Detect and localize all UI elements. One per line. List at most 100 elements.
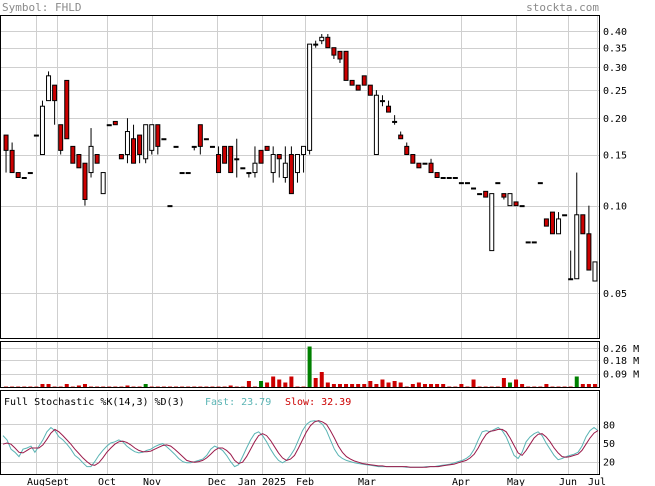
candle-body	[386, 105, 392, 113]
candle-body	[191, 145, 197, 148]
candle-body	[179, 172, 185, 175]
candle	[240, 167, 246, 170]
candle	[313, 40, 319, 48]
volume-bar	[319, 372, 324, 387]
volume-bar	[520, 384, 525, 387]
candle	[525, 241, 531, 244]
candle-body	[234, 158, 240, 161]
candle-body	[543, 218, 549, 227]
candle	[410, 154, 416, 164]
candle-body	[379, 100, 385, 103]
candle	[143, 124, 149, 164]
volume-axis-labels: 0.26 M0.18 M 0.09 M	[603, 344, 639, 381]
volume-bar	[313, 378, 318, 387]
candle	[264, 145, 270, 151]
price-tick-label: 0.10	[603, 202, 627, 213]
volume-bar	[392, 381, 397, 387]
candle	[483, 190, 489, 198]
candle-body	[458, 182, 464, 185]
volume-bar	[410, 384, 415, 387]
candle	[580, 214, 586, 235]
candle-body	[173, 145, 179, 148]
price-tick-label: 0.05	[603, 289, 627, 300]
volume-bar	[277, 379, 282, 387]
candle-body	[100, 172, 106, 195]
candle-body	[76, 154, 82, 169]
candle-body	[185, 172, 191, 175]
volume-bar	[459, 384, 464, 387]
volume-bar	[76, 385, 81, 387]
price-tick-label: 0.15	[603, 151, 627, 162]
month-label: Apr	[452, 477, 470, 486]
candle	[118, 154, 124, 160]
candle	[489, 193, 495, 252]
candle-body	[428, 162, 434, 174]
stochastic-title: Full Stochastic %K(14,3) %D(3)	[4, 397, 185, 408]
candle	[106, 124, 112, 127]
candle	[112, 120, 118, 126]
candle	[185, 172, 191, 175]
candle-body	[464, 182, 470, 185]
volume-bar	[331, 384, 336, 387]
candle-body	[106, 124, 112, 127]
candle-body	[161, 138, 167, 141]
candle	[507, 193, 513, 207]
candle	[398, 131, 404, 140]
candle	[549, 211, 555, 235]
candle	[531, 241, 537, 244]
candle	[252, 146, 258, 178]
candle	[94, 154, 100, 164]
volume-tick-label: 0.09 M	[603, 370, 639, 381]
stochastic-tick-label: 80	[603, 420, 615, 431]
month-label: Jul	[588, 477, 606, 486]
volume-bar	[441, 384, 446, 387]
price-tick-label: 0.30	[603, 63, 627, 74]
month-label: Oct	[98, 477, 116, 486]
candle-body	[495, 182, 501, 185]
candle-body	[9, 149, 15, 174]
candle-body	[307, 43, 313, 151]
price-tick-label: 0.20	[603, 114, 627, 125]
month-label: Mar	[358, 477, 376, 486]
candle	[392, 115, 398, 125]
price-tick-label: 0.35	[603, 44, 627, 55]
candle-body	[489, 193, 495, 252]
candle	[179, 172, 185, 175]
candle-body	[94, 154, 100, 164]
candle-body	[537, 182, 543, 185]
candle-body	[483, 190, 489, 198]
candle-body	[228, 145, 234, 174]
candle-body	[446, 177, 452, 180]
candle	[471, 187, 477, 190]
volume-bar	[416, 382, 421, 387]
candle	[586, 205, 592, 271]
candle-body	[216, 154, 222, 174]
candle	[76, 154, 82, 169]
volume-bars	[4, 346, 597, 388]
candle	[574, 172, 580, 280]
candle-body	[562, 214, 568, 217]
candle	[27, 172, 33, 175]
candle-body	[167, 205, 173, 208]
candle-body	[197, 124, 203, 147]
candle	[543, 218, 549, 227]
candle-body	[410, 154, 416, 164]
candle-body	[143, 124, 149, 160]
candle-body	[15, 172, 21, 179]
candle-body	[203, 138, 209, 141]
volume-bar	[435, 384, 440, 387]
candle	[270, 146, 276, 183]
brand-label: stockta.com	[526, 1, 599, 14]
month-label: Aug	[27, 477, 45, 486]
candle-body	[434, 172, 440, 179]
candle	[82, 162, 88, 206]
candle-body	[21, 177, 27, 180]
candle	[343, 50, 349, 81]
volume-bar	[398, 382, 403, 387]
volume-bar	[259, 381, 264, 387]
candle-body	[301, 145, 307, 156]
candle-body	[325, 36, 331, 49]
month-label: Jun	[559, 477, 577, 486]
candle	[307, 43, 313, 155]
month-label: Feb	[296, 477, 314, 486]
